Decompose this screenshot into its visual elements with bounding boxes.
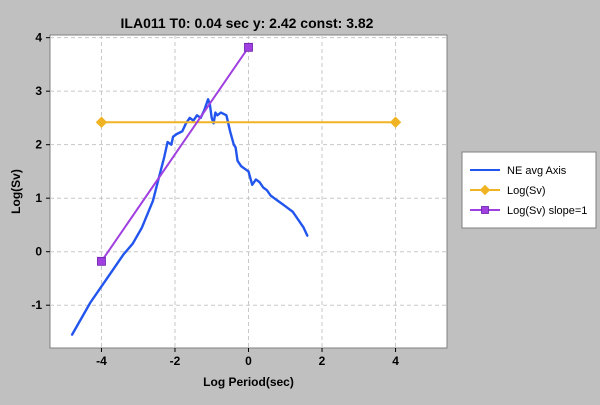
series-2 xyxy=(97,42,253,266)
x-tick-label: -4 xyxy=(96,354,107,368)
y-tick-label: 3 xyxy=(35,84,42,98)
legend: NE avg Axis Log(Sv) Log(Sv) slope=1 xyxy=(461,151,597,229)
y-tick-label: 0 xyxy=(35,245,42,259)
series-layer xyxy=(70,42,402,336)
y-tick-label: 2 xyxy=(35,138,42,152)
diamond-marker xyxy=(389,116,402,128)
x-tick-label: 4 xyxy=(392,354,399,368)
series-line xyxy=(70,97,309,336)
y-tick-label: 4 xyxy=(35,31,42,45)
square-marker xyxy=(244,42,253,52)
series-0 xyxy=(70,97,309,336)
diamond-marker xyxy=(479,184,491,196)
chart-title: ILA011 T0: 0.04 sec y: 2.42 const: 3.82 xyxy=(121,15,374,31)
x-tick-label: 2 xyxy=(319,354,326,368)
y-tick-label: 1 xyxy=(35,191,42,205)
x-axis-label: Log Period(sec) xyxy=(203,375,294,389)
legend-label: Log(Sv) slope=1 xyxy=(507,205,587,217)
grid xyxy=(50,35,447,348)
square-marker xyxy=(481,206,489,214)
y-axis-label: Log(Sv) xyxy=(9,169,23,214)
legend-label: Log(Sv) xyxy=(507,185,546,197)
series-1 xyxy=(95,116,402,128)
legend-label: NE avg Axis xyxy=(507,165,567,177)
axes: -4 -2 0 2 4 -1 0 1 2 3 4 xyxy=(31,31,399,368)
x-tick-label: -2 xyxy=(170,354,181,368)
y-tick-label: -1 xyxy=(31,298,42,312)
square-marker xyxy=(97,256,106,266)
diamond-marker xyxy=(95,116,108,128)
legend-items: NE avg Axis Log(Sv) Log(Sv) slope=1 xyxy=(470,165,587,217)
x-tick-label: 0 xyxy=(245,354,252,368)
series-line xyxy=(100,46,250,263)
